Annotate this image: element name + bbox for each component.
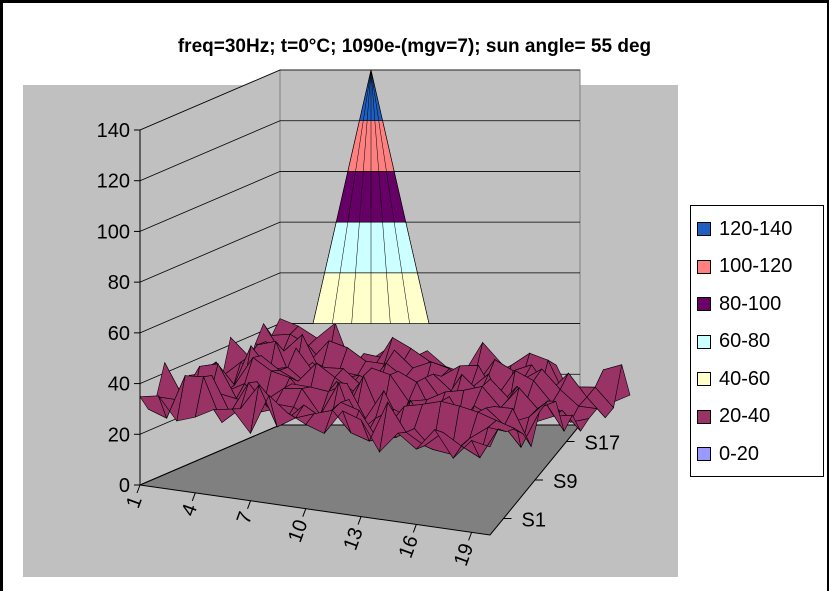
legend-swatch — [697, 447, 711, 461]
gridline — [139, 221, 580, 283]
legend-label: 100-120 — [719, 255, 793, 277]
y-tick-label: 120 — [97, 171, 130, 193]
x-tick-mark — [412, 524, 417, 533]
peak-mesh-line — [332, 69, 372, 324]
x-tick-mark — [357, 516, 362, 525]
legend-item: 20-40 — [697, 404, 770, 430]
side-wall — [139, 69, 281, 486]
legend-item: 40-60 — [697, 366, 770, 392]
legend-swatch — [697, 259, 711, 274]
y-tick-label: 20 — [108, 424, 130, 446]
chart-legend: 120-140 100-120 80-100 60-80 40-60 20-40 0-20 — [690, 205, 824, 477]
legend-label: 40-60 — [719, 367, 771, 390]
gridline — [139, 69, 580, 131]
x-tick-mark — [468, 532, 473, 541]
legend-label: 80-100 — [719, 292, 782, 315]
legend-label: 60-80 — [719, 330, 771, 352]
legend-swatch — [697, 372, 711, 386]
y-tick-label: 80 — [108, 272, 130, 294]
depth-tick-label: S9 — [553, 471, 577, 493]
y-tick-label: 100 — [97, 221, 130, 243]
legend-swatch — [697, 409, 711, 424]
chart-title: freq=30Hz; t=0°C; 1090e-(mgv=7); sun ang… — [177, 36, 652, 57]
legend-swatch — [697, 334, 711, 349]
x-tick-mark — [302, 508, 307, 517]
legend-item: 100-120 — [697, 254, 792, 280]
y-tick-label: 140 — [97, 120, 130, 142]
gridline — [139, 120, 580, 182]
peak-mesh-line — [312, 69, 372, 324]
gridline — [139, 272, 580, 334]
legend-item: 0-20 — [697, 441, 759, 467]
legend-swatch — [697, 297, 711, 311]
legend-item: 120-140 — [697, 216, 792, 242]
legend-swatch — [697, 222, 711, 236]
legend-item: 80-100 — [697, 291, 781, 317]
depth-tick-label: S1 — [522, 510, 546, 532]
depth-tick-label: S17 — [585, 433, 621, 455]
legend-label: 20-40 — [719, 405, 771, 427]
x-tick-mark — [191, 492, 196, 502]
surface-cell — [470, 428, 499, 459]
gridline — [139, 171, 580, 232]
frame-border-left — [0, 0, 3, 591]
legend-label: 0-20 — [719, 442, 760, 465]
y-tick-label: 60 — [108, 323, 130, 345]
y-tick-label: 40 — [108, 374, 130, 396]
peak-mesh-line — [351, 69, 372, 324]
peak-mesh-line — [370, 69, 391, 324]
peak-mesh-line — [370, 69, 410, 324]
frame-border-top — [0, 0, 829, 3]
y-tick-label: 0 — [119, 475, 130, 497]
legend-label: 120-140 — [719, 217, 793, 240]
peak-mesh-line — [370, 69, 430, 324]
legend-item: 60-80 — [697, 329, 770, 355]
frame-border-right — [827, 0, 829, 591]
x-tick-mark — [136, 484, 141, 494]
x-tick-mark — [247, 500, 251, 509]
